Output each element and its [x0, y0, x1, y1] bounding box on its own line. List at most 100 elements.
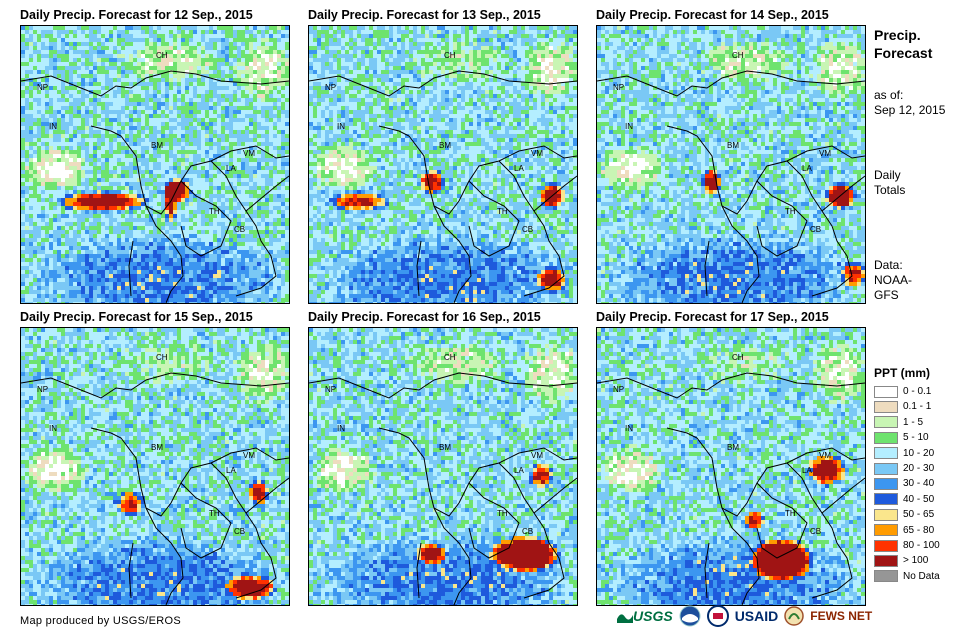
forecast-panel-sep-15: Daily Precip. Forecast for 15 Sep., 2015…	[20, 310, 290, 606]
legend-label: 20 - 30	[903, 463, 934, 474]
country-label-cb: CB	[810, 225, 821, 234]
country-border	[245, 477, 289, 514]
legend-swatch	[874, 416, 898, 429]
country-label-in: IN	[49, 424, 57, 433]
country-label-in: IN	[337, 424, 345, 433]
usaid-logo-text: USAID	[735, 608, 779, 624]
legend-swatch	[874, 493, 898, 506]
country-label-np: NP	[613, 385, 624, 394]
country-label-vm: VM	[243, 451, 255, 460]
country-label-in: IN	[337, 122, 345, 131]
totals-line1: Daily	[874, 168, 905, 183]
country-label-in: IN	[625, 122, 633, 131]
country-border	[433, 205, 472, 303]
country-border	[180, 180, 232, 257]
country-border	[786, 160, 853, 297]
country-border	[498, 462, 565, 599]
usgs-wave-icon	[617, 614, 633, 623]
as-of-block: as of: Sep 12, 2015	[874, 88, 945, 118]
country-border	[533, 175, 577, 212]
precip-grid	[309, 328, 577, 605]
data-line2: GFS	[874, 288, 912, 303]
legend-swatch	[874, 570, 898, 583]
country-border	[786, 145, 865, 162]
fews-net-emblem-icon	[784, 606, 804, 626]
legend-swatch	[874, 447, 898, 460]
forecast-panel-sep-13: Daily Precip. Forecast for 13 Sep., 2015…	[308, 8, 578, 304]
country-label-in: IN	[625, 424, 633, 433]
country-label-bm: BM	[151, 141, 163, 150]
legend-swatch	[874, 400, 898, 413]
logo-strip: USGS USAID FEWS NET	[617, 605, 872, 627]
country-border	[145, 205, 184, 303]
country-border	[21, 70, 289, 97]
precip-map: CH NP IN BM LA VM TH CB	[20, 25, 290, 304]
country-border	[597, 70, 865, 97]
legend-item: 5 - 10	[874, 431, 929, 444]
country-border	[498, 447, 577, 464]
precip-grid	[597, 328, 865, 605]
legend-swatch	[874, 524, 898, 537]
country-label-ch: CH	[444, 51, 456, 60]
legend-label: 80 - 100	[903, 540, 940, 551]
legend-label: No Data	[903, 571, 940, 582]
legend-item: 10 - 20	[874, 447, 934, 460]
precip-grid	[21, 26, 289, 303]
country-label-th: TH	[497, 207, 508, 216]
country-border	[433, 507, 472, 605]
legend-label: 65 - 80	[903, 525, 934, 536]
country-label-th: TH	[209, 207, 220, 216]
legend-label: 0 - 0.1	[903, 386, 931, 397]
precip-grid	[597, 26, 865, 303]
as-of-date: Sep 12, 2015	[874, 103, 945, 118]
country-label-vm: VM	[531, 451, 543, 460]
country-label-np: NP	[37, 83, 48, 92]
country-label-bm: BM	[727, 141, 739, 150]
country-border	[756, 482, 808, 559]
country-label-bm: BM	[151, 443, 163, 452]
country-label-la: LA	[514, 164, 524, 173]
legend-label: 1 - 5	[903, 417, 923, 428]
country-label-ch: CH	[732, 51, 744, 60]
country-border	[210, 462, 277, 599]
country-label-bm: BM	[727, 443, 739, 452]
country-label-la: LA	[514, 466, 524, 475]
precip-map-svg: CH NP IN BM LA VM TH CB	[21, 26, 289, 303]
country-label-la: LA	[226, 164, 236, 173]
country-label-th: TH	[785, 509, 796, 518]
country-label-vm: VM	[819, 451, 831, 460]
legend-item: 20 - 30	[874, 462, 934, 475]
country-border	[468, 180, 520, 257]
precip-map: CH NP IN BM LA VM TH CB	[308, 327, 578, 606]
country-border	[128, 240, 134, 297]
legend-item: 40 - 50	[874, 493, 934, 506]
country-border	[498, 145, 577, 162]
country-border	[786, 447, 865, 464]
country-label-la: LA	[802, 164, 812, 173]
precip-map: CH NP IN BM LA VM TH CB	[308, 25, 578, 304]
legend-swatch	[874, 477, 898, 490]
side-title-line2: Forecast	[874, 44, 932, 62]
country-border	[309, 70, 577, 97]
legend-swatch	[874, 554, 898, 567]
legend-title: PPT (mm)	[874, 366, 930, 380]
data-line1: NOAA-	[874, 273, 912, 288]
precip-map-svg: CH NP IN BM LA VM TH CB	[21, 328, 289, 605]
country-border	[210, 160, 277, 297]
country-label-bm: BM	[439, 141, 451, 150]
precip-map: CH NP IN BM LA VM TH CB	[596, 327, 866, 606]
panel-title: Daily Precip. Forecast for 13 Sep., 2015	[308, 8, 541, 22]
precip-map: CH NP IN BM LA VM TH CB	[596, 25, 866, 304]
usgs-logo-text: USGS	[633, 608, 673, 624]
country-label-la: LA	[802, 466, 812, 475]
country-border	[756, 180, 808, 257]
precip-map-svg: CH NP IN BM LA VM TH CB	[309, 328, 577, 605]
forecast-panel-sep-12: Daily Precip. Forecast for 12 Sep., 2015…	[20, 8, 290, 304]
legend-label: 30 - 40	[903, 478, 934, 489]
panel-title: Daily Precip. Forecast for 15 Sep., 2015	[20, 310, 253, 324]
country-border	[821, 175, 865, 212]
country-border	[180, 482, 232, 559]
panel-title: Daily Precip. Forecast for 16 Sep., 2015	[308, 310, 541, 324]
legend-item: > 100	[874, 554, 928, 567]
panel-title: Daily Precip. Forecast for 17 Sep., 2015	[596, 310, 829, 324]
